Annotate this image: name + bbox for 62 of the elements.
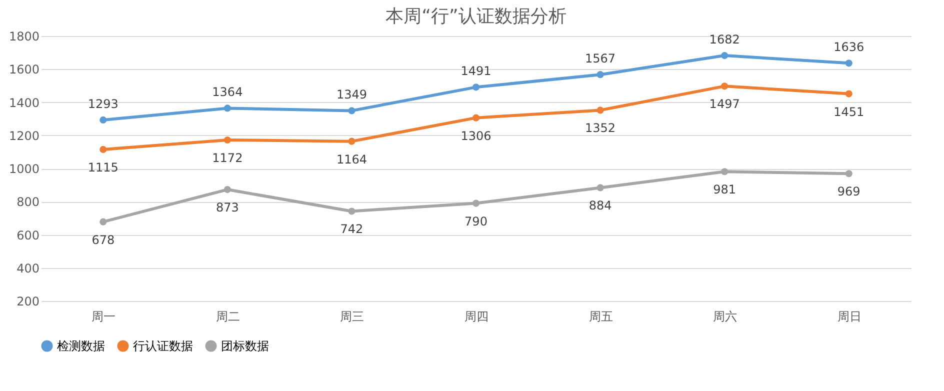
legend-label: 团标数据: [221, 339, 269, 353]
point: [100, 146, 107, 153]
point: [472, 200, 480, 207]
point: [472, 84, 480, 91]
point: [224, 104, 231, 112]
data-label: 1567: [585, 52, 616, 66]
point: [348, 208, 356, 215]
data-label: 1306: [460, 128, 492, 143]
y-tick-label: 600: [16, 228, 40, 242]
point: [348, 138, 356, 145]
point: [100, 116, 107, 124]
data-label: 1164: [336, 152, 367, 166]
point: [596, 184, 604, 192]
y-tick-label: 1400: [8, 96, 40, 110]
point: [721, 52, 728, 60]
point: [845, 60, 852, 67]
x-tick-label: 周六: [713, 310, 738, 324]
y-tick-label: 1200: [8, 128, 40, 143]
data-label: 1682: [709, 32, 740, 47]
data-label: 1352: [585, 121, 616, 136]
data-label: 873: [216, 200, 239, 215]
y-tick-label: 200: [16, 294, 40, 308]
data-label: 1349: [336, 88, 367, 102]
point: [100, 218, 107, 226]
x-tick-label: 周一: [92, 310, 116, 324]
point: [596, 106, 604, 114]
x-tick-label: 周日: [837, 310, 862, 324]
x-tick-label: 周三: [340, 310, 364, 324]
data-label: 678: [92, 232, 115, 247]
data-label: 969: [837, 184, 860, 199]
point: [721, 82, 728, 90]
data-label: 981: [713, 182, 736, 197]
data-label: 1497: [709, 97, 740, 112]
x-tick-label: 周二: [216, 310, 240, 324]
y-tick-label: 1600: [8, 62, 40, 77]
point: [845, 90, 852, 98]
legend-label: 检测数据: [57, 339, 105, 353]
point: [721, 168, 728, 176]
point: [224, 136, 231, 144]
data-label: 1364: [212, 85, 243, 100]
point: [348, 107, 356, 114]
legend-label: 行认证数据: [133, 339, 193, 353]
chart-title: 本周“行”认证数据分析: [386, 6, 566, 27]
data-label: 1115: [88, 160, 118, 174]
data-label: 1172: [212, 151, 243, 166]
point: [224, 186, 231, 194]
data-label: 1636: [834, 40, 864, 54]
data-label: 1293: [88, 96, 118, 111]
y-tick-label: 800: [16, 195, 40, 210]
y-tick-label: 1800: [8, 30, 40, 44]
y-tick-label: 400: [16, 261, 40, 276]
y-tick-label: 1000: [8, 162, 40, 176]
x-tick-label: 周四: [464, 310, 488, 324]
x-tick-label: 周五: [588, 310, 613, 324]
data-label: 1491: [460, 64, 492, 78]
data-label: 742: [340, 222, 364, 236]
data-label: 884: [588, 198, 612, 213]
point: [472, 114, 480, 122]
data-label: 790: [464, 214, 488, 228]
data-label: 1451: [834, 104, 864, 119]
point: [596, 71, 604, 78]
point: [845, 170, 852, 178]
